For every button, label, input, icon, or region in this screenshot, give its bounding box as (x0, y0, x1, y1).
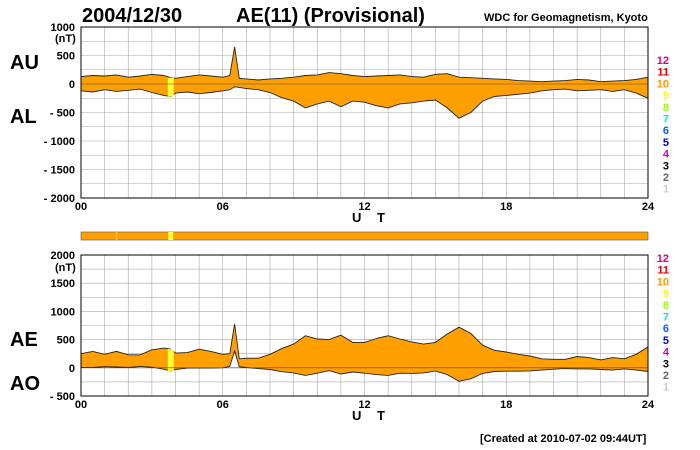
level-legend-item: 9 (663, 288, 669, 300)
figure-date: 2004/12/30 (82, 5, 182, 27)
level-legend-item: 2 (663, 172, 669, 184)
series-band-fill (81, 323, 648, 382)
level-legend-item: 12 (657, 55, 669, 67)
ae-label: AE (10, 329, 38, 351)
level-legend-item: 12 (657, 253, 669, 265)
level-legend-item: 7 (663, 114, 669, 126)
y-tick-label: 0 (69, 363, 75, 375)
level-legend-item: 9 (663, 90, 669, 102)
level-legend-item: 10 (657, 276, 669, 288)
level-legend-item: 8 (663, 300, 669, 312)
plot-frame (80, 254, 649, 397)
level-legend-item: 11 (657, 67, 669, 79)
level-legend-item: 3 (663, 358, 669, 370)
x-tick-label: 18 (500, 399, 512, 411)
highlight-stripe (167, 349, 174, 371)
status-bar-highlight (168, 232, 174, 240)
y-tick-label: 1000 (51, 22, 75, 34)
au-label: AU (10, 52, 39, 74)
level-legend-item: 4 (663, 149, 670, 161)
x-tick-label: 00 (75, 399, 87, 411)
level-legend-item: 2 (663, 370, 669, 382)
status-bar-fill (80, 231, 649, 241)
x-tick-label: 24 (642, 399, 655, 411)
x-tick-label: 00 (75, 201, 87, 213)
level-legend-item: 5 (663, 335, 669, 347)
x-tick-label: 06 (217, 201, 229, 213)
al-label: AL (10, 106, 37, 128)
y-tick-label: 2000 (51, 250, 75, 262)
level-legend-item: 7 (663, 312, 669, 324)
level-legend-item: 1 (663, 382, 669, 394)
level-legend-item: 3 (663, 160, 669, 172)
y-tick-label: 500 (57, 335, 75, 347)
panel1-xaxis-label: U T (352, 210, 391, 225)
series-band-fill (81, 47, 648, 119)
level-legend-item: 5 (663, 137, 669, 149)
figure-organization: WDC for Geomagnetism, Kyoto (484, 12, 648, 24)
x-tick-label: 12 (358, 399, 370, 411)
level-legend-item: 11 (657, 265, 669, 277)
y-tick-label: - 500 (50, 391, 75, 403)
y-tick-label: 1000 (51, 306, 75, 318)
x-tick-label: 24 (642, 201, 655, 213)
highlight-stripe (167, 77, 174, 97)
y-tick-label: - 1500 (44, 165, 75, 177)
level-legend-item: 6 (663, 323, 669, 335)
panel2-xaxis-label: U T (352, 408, 391, 423)
level-legend-item: 10 (657, 78, 669, 90)
y-tick-label: - 2000 (44, 193, 75, 205)
y-tick-label: 500 (57, 51, 75, 63)
y-tick-label: 1500 (51, 278, 75, 290)
x-tick-label: 18 (500, 201, 512, 213)
status-bar-mark (115, 232, 118, 240)
ao-label: AO (10, 373, 40, 395)
y-tick-label: - 1000 (44, 136, 75, 148)
figure-title: AE(11) (Provisional) (236, 5, 425, 27)
level-legend-item: 4 (663, 347, 670, 359)
y-tick-label: - 500 (50, 108, 75, 120)
data-status-bar (80, 231, 649, 241)
plot-frame (80, 26, 649, 199)
panel2-unit: (nT) (55, 262, 76, 274)
x-tick-label: 06 (217, 399, 229, 411)
level-legend-item: 6 (663, 125, 669, 137)
level-legend-item: 1 (663, 184, 669, 196)
creation-timestamp: [Created at 2010-07-02 09:44UT] (480, 433, 647, 445)
x-tick-label: 12 (358, 201, 370, 213)
y-tick-label: 0 (69, 79, 75, 91)
level-legend-item: 8 (663, 102, 669, 114)
panel1-unit: (nT) (55, 33, 76, 45)
